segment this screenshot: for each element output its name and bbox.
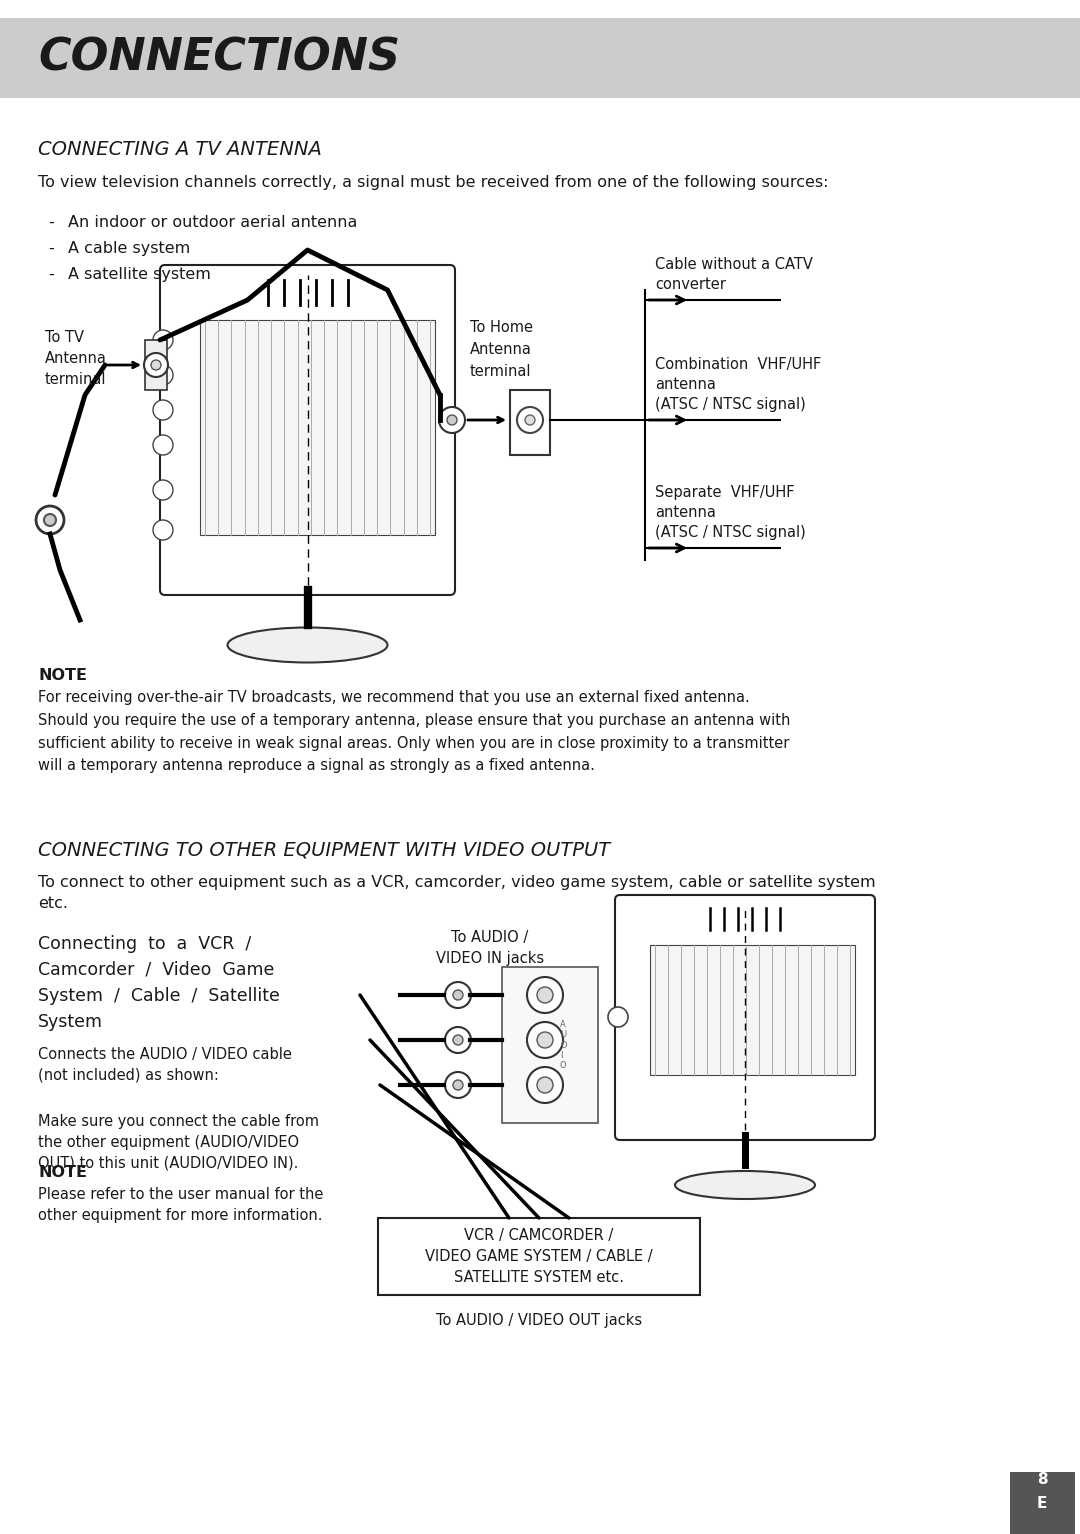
Text: E: E bbox=[1037, 1496, 1048, 1511]
Bar bbox=[145, 341, 167, 390]
Circle shape bbox=[527, 1068, 563, 1103]
Circle shape bbox=[527, 977, 563, 1012]
Bar bbox=[0, 18, 1080, 98]
Text: CONNECTING TO OTHER EQUIPMENT WITH VIDEO OUTPUT: CONNECTING TO OTHER EQUIPMENT WITH VIDEO… bbox=[38, 841, 610, 859]
Circle shape bbox=[525, 416, 535, 425]
Circle shape bbox=[44, 514, 56, 526]
Text: Cable without a CATV
converter: Cable without a CATV converter bbox=[654, 258, 813, 291]
Circle shape bbox=[527, 1022, 563, 1058]
Circle shape bbox=[153, 480, 173, 500]
Text: CONNECTIONS: CONNECTIONS bbox=[38, 37, 400, 80]
Circle shape bbox=[453, 989, 463, 1000]
Text: NOTE: NOTE bbox=[38, 667, 87, 683]
Text: Separate  VHF/UHF
antenna
(ATSC / NTSC signal): Separate VHF/UHF antenna (ATSC / NTSC si… bbox=[654, 485, 806, 540]
Text: A
U
D
I
O: A U D I O bbox=[561, 1020, 567, 1071]
FancyBboxPatch shape bbox=[615, 894, 875, 1140]
Bar bbox=[1010, 1473, 1075, 1534]
Circle shape bbox=[537, 986, 553, 1003]
Ellipse shape bbox=[675, 1170, 815, 1200]
Text: CONNECTING A TV ANTENNA: CONNECTING A TV ANTENNA bbox=[38, 140, 322, 160]
Text: Combination  VHF/UHF
antenna
(ATSC / NTSC signal): Combination VHF/UHF antenna (ATSC / NTSC… bbox=[654, 357, 821, 413]
Circle shape bbox=[36, 506, 64, 534]
Text: To TV
Antenna
terminal: To TV Antenna terminal bbox=[45, 330, 107, 387]
Circle shape bbox=[144, 353, 168, 377]
Bar bbox=[378, 1218, 700, 1295]
Text: To Home
Antenna
terminal: To Home Antenna terminal bbox=[470, 321, 534, 379]
Text: VCR / CAMCORDER /
VIDEO GAME SYSTEM / CABLE /
SATELLITE SYSTEM etc.: VCR / CAMCORDER / VIDEO GAME SYSTEM / CA… bbox=[426, 1229, 652, 1285]
Text: Please refer to the user manual for the
other equipment for more information.: Please refer to the user manual for the … bbox=[38, 1187, 323, 1223]
Bar bbox=[650, 945, 855, 1075]
Text: System: System bbox=[38, 1012, 103, 1031]
Text: -: - bbox=[48, 267, 54, 282]
Circle shape bbox=[445, 1072, 471, 1098]
Text: NOTE: NOTE bbox=[38, 1164, 87, 1180]
FancyBboxPatch shape bbox=[160, 265, 455, 595]
Text: 8: 8 bbox=[1037, 1473, 1048, 1488]
Circle shape bbox=[537, 1077, 553, 1094]
Circle shape bbox=[517, 407, 543, 433]
Circle shape bbox=[153, 330, 173, 350]
Circle shape bbox=[447, 416, 457, 425]
Text: A satellite system: A satellite system bbox=[68, 267, 211, 282]
Text: -: - bbox=[48, 241, 54, 256]
Text: For receiving over-the-air TV broadcasts, we recommend that you use an external : For receiving over-the-air TV broadcasts… bbox=[38, 690, 791, 773]
Text: A cable system: A cable system bbox=[68, 241, 190, 256]
Circle shape bbox=[445, 982, 471, 1008]
Text: To AUDIO / VIDEO OUT jacks: To AUDIO / VIDEO OUT jacks bbox=[436, 1313, 643, 1328]
Text: Connecting  to  a  VCR  /: Connecting to a VCR / bbox=[38, 936, 252, 953]
Circle shape bbox=[608, 1006, 627, 1026]
Text: -: - bbox=[48, 215, 54, 230]
Circle shape bbox=[153, 365, 173, 385]
FancyBboxPatch shape bbox=[510, 390, 550, 456]
Text: To AUDIO /
VIDEO IN jacks: To AUDIO / VIDEO IN jacks bbox=[436, 930, 544, 966]
Text: To view television channels correctly, a signal must be received from one of the: To view television channels correctly, a… bbox=[38, 175, 828, 190]
Circle shape bbox=[445, 1026, 471, 1052]
FancyBboxPatch shape bbox=[502, 966, 598, 1123]
Circle shape bbox=[537, 1032, 553, 1048]
Text: To connect to other equipment such as a VCR, camcorder, video game system, cable: To connect to other equipment such as a … bbox=[38, 874, 876, 911]
Circle shape bbox=[438, 407, 465, 433]
Text: Camcorder  /  Video  Game: Camcorder / Video Game bbox=[38, 960, 274, 979]
Ellipse shape bbox=[228, 627, 388, 663]
Text: Connects the AUDIO / VIDEO cable
(not included) as shown:: Connects the AUDIO / VIDEO cable (not in… bbox=[38, 1048, 292, 1083]
Circle shape bbox=[453, 1035, 463, 1045]
Text: System  /  Cable  /  Satellite: System / Cable / Satellite bbox=[38, 986, 280, 1005]
Circle shape bbox=[153, 520, 173, 540]
Text: Make sure you connect the cable from
the other equipment (AUDIO/VIDEO
OUT) to th: Make sure you connect the cable from the… bbox=[38, 1114, 319, 1170]
Text: An indoor or outdoor aerial antenna: An indoor or outdoor aerial antenna bbox=[68, 215, 357, 230]
Circle shape bbox=[453, 1080, 463, 1091]
Circle shape bbox=[153, 436, 173, 456]
Bar bbox=[200, 321, 435, 535]
Circle shape bbox=[151, 360, 161, 370]
Circle shape bbox=[153, 400, 173, 420]
